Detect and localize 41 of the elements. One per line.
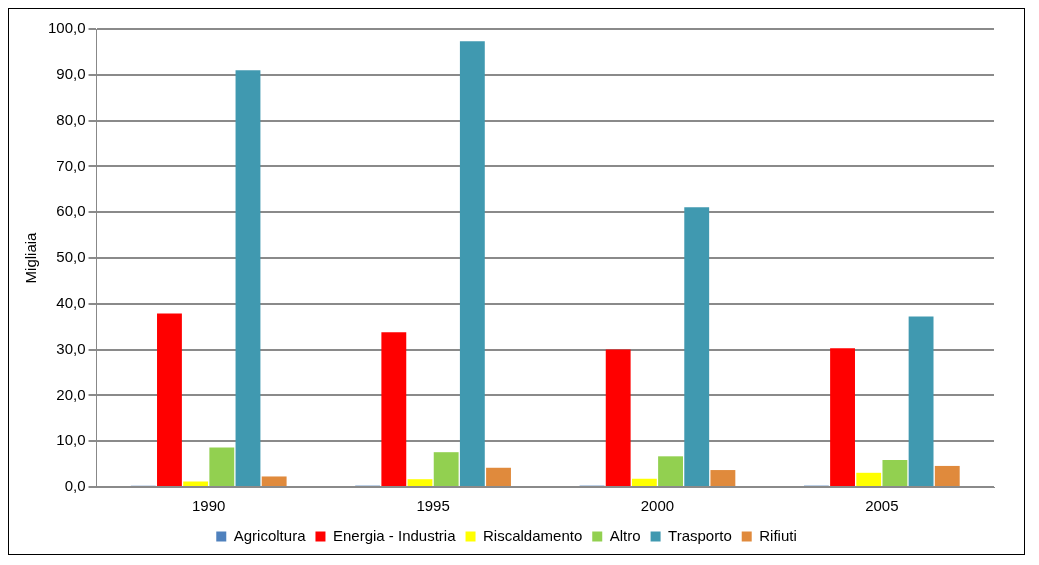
legend-label: Agricoltura (233, 526, 307, 544)
bar (684, 207, 710, 486)
y-tick-label: 50,0 (56, 248, 86, 266)
y-tick-label: 100,0 (47, 19, 86, 37)
x-tick-label: 1990 (192, 497, 226, 515)
bar (934, 465, 960, 486)
bar (658, 456, 683, 486)
legend-label: Rifiuti (759, 526, 797, 544)
x-tick-label: 2000 (640, 497, 675, 515)
y-tick-label: 40,0 (56, 293, 86, 311)
bar (856, 472, 882, 486)
bar (157, 313, 182, 486)
bar (381, 332, 407, 486)
x-tick-label: 1995 (416, 497, 450, 515)
x-tick-label: 2005 (865, 497, 899, 515)
bar (908, 316, 934, 486)
bar (605, 349, 631, 486)
bar (407, 479, 433, 486)
bar (261, 476, 287, 486)
y-tick-label: 60,0 (56, 202, 86, 220)
y-tick-label: 90,0 (56, 64, 86, 82)
legend-label: Riscaldamento (483, 526, 583, 544)
y-tick-label: 80,0 (56, 110, 86, 128)
legend-label: Trasporto (668, 526, 732, 544)
legend-label: Energia - Industria (332, 526, 457, 544)
bar (209, 447, 235, 486)
bar (882, 459, 908, 486)
y-tick-label: 10,0 (56, 431, 86, 449)
bar (486, 467, 511, 486)
y-tick-label: 30,0 (56, 339, 86, 357)
y-tick-label: 70,0 (56, 156, 86, 174)
bar (710, 470, 736, 486)
bar (459, 41, 485, 486)
bar (830, 348, 855, 486)
y-tick-label: 20,0 (56, 385, 86, 403)
bar (631, 478, 657, 486)
y-axis-title: Migliaia (22, 231, 40, 284)
bar (433, 452, 459, 486)
bar (235, 70, 261, 486)
legend-label: Altro (609, 526, 641, 544)
y-tick-label: 0,0 (64, 477, 86, 495)
